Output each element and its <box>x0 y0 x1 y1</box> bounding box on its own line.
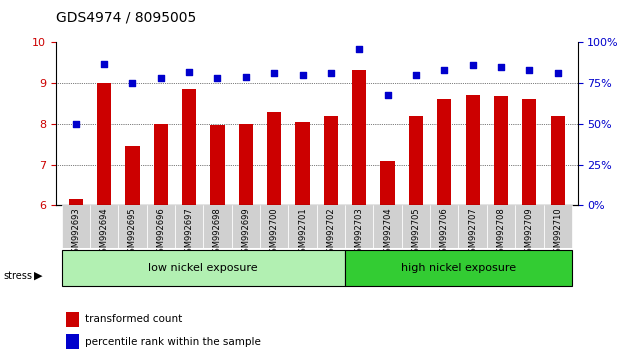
Point <box>383 92 392 97</box>
Text: stress: stress <box>3 271 32 281</box>
Point <box>99 61 109 67</box>
Bar <box>324 116 338 205</box>
Text: GSM992703: GSM992703 <box>355 207 364 258</box>
Text: GDS4974 / 8095005: GDS4974 / 8095005 <box>56 11 196 25</box>
Bar <box>296 122 310 205</box>
FancyBboxPatch shape <box>430 205 458 248</box>
Text: GSM992694: GSM992694 <box>99 207 109 258</box>
FancyBboxPatch shape <box>288 205 317 248</box>
Bar <box>154 124 168 205</box>
FancyBboxPatch shape <box>402 205 430 248</box>
FancyBboxPatch shape <box>260 205 288 248</box>
Bar <box>66 312 79 327</box>
Text: GSM992698: GSM992698 <box>213 207 222 258</box>
FancyBboxPatch shape <box>317 205 345 248</box>
Bar <box>238 124 253 205</box>
FancyBboxPatch shape <box>147 205 175 248</box>
Bar <box>381 161 395 205</box>
Bar <box>522 99 537 205</box>
Bar <box>69 199 83 205</box>
FancyBboxPatch shape <box>345 205 373 248</box>
Text: low nickel exposure: low nickel exposure <box>148 263 258 273</box>
Text: high nickel exposure: high nickel exposure <box>401 263 516 273</box>
Bar <box>409 116 423 205</box>
FancyBboxPatch shape <box>373 205 402 248</box>
Point <box>524 67 534 73</box>
Text: GSM992697: GSM992697 <box>184 207 194 258</box>
Text: GSM992701: GSM992701 <box>298 207 307 258</box>
FancyBboxPatch shape <box>458 205 487 248</box>
Point <box>156 75 166 81</box>
FancyBboxPatch shape <box>515 205 543 248</box>
Text: GSM992695: GSM992695 <box>128 207 137 258</box>
Point <box>354 46 364 52</box>
Text: percentile rank within the sample: percentile rank within the sample <box>84 337 260 347</box>
FancyBboxPatch shape <box>487 205 515 248</box>
Bar <box>551 116 564 205</box>
Point <box>439 67 449 73</box>
Point <box>468 62 478 68</box>
Bar <box>66 334 79 349</box>
FancyBboxPatch shape <box>118 205 147 248</box>
Text: GSM992696: GSM992696 <box>156 207 165 258</box>
FancyBboxPatch shape <box>345 250 572 286</box>
Bar <box>352 70 366 205</box>
Point <box>184 69 194 75</box>
Text: GSM992709: GSM992709 <box>525 207 534 258</box>
FancyBboxPatch shape <box>61 205 90 248</box>
Text: transformed count: transformed count <box>84 314 182 324</box>
Text: GSM992704: GSM992704 <box>383 207 392 258</box>
Text: GSM992707: GSM992707 <box>468 207 477 258</box>
Point <box>297 72 307 78</box>
Point <box>127 80 137 86</box>
FancyBboxPatch shape <box>61 250 345 286</box>
Point <box>411 72 421 78</box>
FancyBboxPatch shape <box>175 205 203 248</box>
Bar <box>466 95 480 205</box>
Text: GSM992710: GSM992710 <box>553 207 562 258</box>
FancyBboxPatch shape <box>232 205 260 248</box>
Text: GSM992693: GSM992693 <box>71 207 80 258</box>
Bar <box>182 89 196 205</box>
FancyBboxPatch shape <box>90 205 118 248</box>
Text: GSM992699: GSM992699 <box>242 207 250 258</box>
Bar <box>494 96 508 205</box>
Point <box>71 121 81 127</box>
Text: GSM992706: GSM992706 <box>440 207 449 258</box>
Text: GSM992705: GSM992705 <box>412 207 420 258</box>
Text: GSM992702: GSM992702 <box>327 207 335 258</box>
Text: GSM992700: GSM992700 <box>270 207 279 258</box>
FancyBboxPatch shape <box>543 205 572 248</box>
Bar <box>437 99 451 205</box>
Point <box>553 70 563 76</box>
Point <box>241 74 251 80</box>
Point <box>212 75 222 81</box>
Point <box>270 70 279 76</box>
Point <box>326 70 336 76</box>
Bar <box>125 146 140 205</box>
Point <box>496 64 506 70</box>
Text: GSM992708: GSM992708 <box>496 207 505 258</box>
Text: ▶: ▶ <box>34 271 42 281</box>
FancyBboxPatch shape <box>203 205 232 248</box>
Bar <box>97 83 111 205</box>
Bar <box>267 112 281 205</box>
Bar <box>211 125 225 205</box>
